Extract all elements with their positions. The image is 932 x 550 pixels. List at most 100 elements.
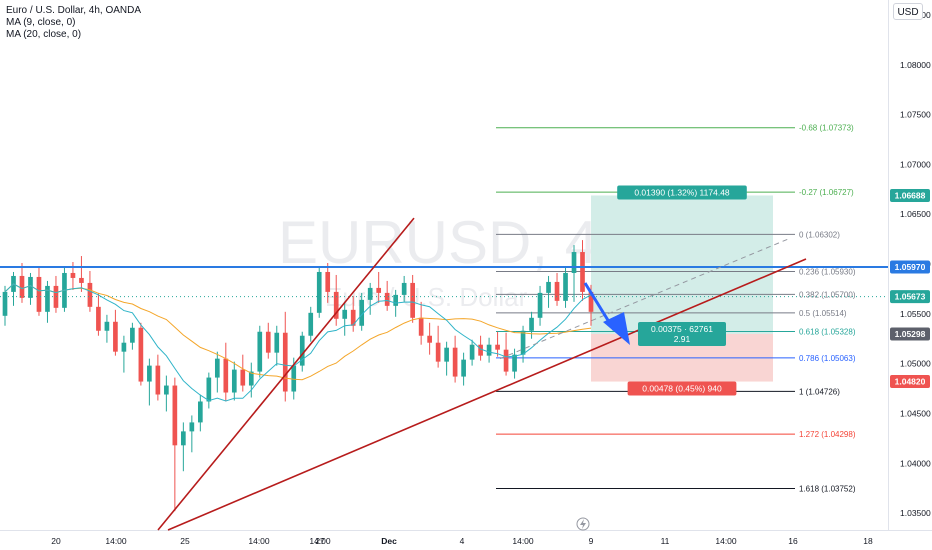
candle-body[interactable]	[461, 359, 466, 377]
price-badge-bg	[890, 188, 930, 202]
candle-body[interactable]	[308, 312, 314, 336]
candle-body[interactable]	[130, 327, 135, 343]
candle-body[interactable]	[350, 309, 356, 326]
candle-body[interactable]	[520, 330, 526, 355]
candle-body[interactable]	[563, 272, 568, 301]
fib-level-label: 0.5 (1.05514)	[799, 309, 847, 318]
candle-body[interactable]	[393, 294, 399, 306]
candle-body[interactable]	[316, 271, 322, 313]
candle-body[interactable]	[231, 369, 237, 393]
candle-body[interactable]	[325, 271, 331, 292]
candle-body[interactable]	[418, 317, 424, 336]
time-tick-label: 14:00	[309, 536, 331, 546]
candle-body[interactable]	[503, 349, 509, 372]
fib-level-label: 1 (1.04726)	[799, 387, 840, 396]
candle-body[interactable]	[401, 282, 407, 295]
candle-body[interactable]	[19, 275, 25, 298]
stop-label-text: 0.00478 (0.45%) 940	[642, 384, 722, 394]
candle-body[interactable]	[282, 332, 288, 392]
ma20-line[interactable]	[4, 283, 592, 381]
candle-body[interactable]	[121, 342, 127, 352]
stop-label[interactable]: 0.00478 (0.45%) 940	[627, 381, 737, 396]
candle-body[interactable]	[36, 276, 42, 312]
candle-body[interactable]	[96, 306, 101, 331]
candle-body[interactable]	[240, 369, 246, 386]
candle-body[interactable]	[342, 309, 348, 319]
candle-body[interactable]	[79, 277, 84, 283]
candle-body[interactable]	[206, 377, 212, 402]
trendline-projection[interactable]	[499, 238, 789, 360]
forecast-arrow-head[interactable]	[603, 312, 630, 345]
candle-body[interactable]	[147, 365, 152, 382]
candle-body[interactable]	[2, 291, 8, 316]
candle-body[interactable]	[164, 385, 169, 395]
price-tick-label: 1.07500	[900, 110, 931, 120]
lightning-icon[interactable]	[576, 517, 590, 531]
price-badge-text: 1.04820	[895, 377, 926, 387]
target-label[interactable]: 0.01390 (1.32%) 1174.48	[617, 185, 747, 200]
candle-body[interactable]	[580, 252, 585, 292]
candle-body[interactable]	[197, 401, 203, 423]
ma9-indicator[interactable]: MA (9, close, 0)	[6, 17, 76, 28]
candle-body[interactable]	[546, 281, 551, 293]
candle-body[interactable]	[333, 291, 339, 319]
candle-body[interactable]	[45, 285, 50, 312]
candle-body[interactable]	[274, 332, 280, 353]
candle-body[interactable]	[529, 317, 534, 331]
candle-body[interactable]	[113, 321, 118, 352]
candle-body[interactable]	[427, 335, 432, 343]
candle-body[interactable]	[444, 347, 449, 362]
candle-body[interactable]	[376, 287, 382, 293]
candle-body[interactable]	[495, 344, 500, 350]
candle-body[interactable]	[571, 252, 577, 273]
time-tick-label: 18	[863, 536, 873, 546]
candle-body[interactable]	[248, 371, 254, 386]
candle-body[interactable]	[478, 344, 483, 356]
fib-level-label: 0.618 (1.05328)	[799, 327, 856, 336]
candle-body[interactable]	[257, 331, 263, 372]
candle-body[interactable]	[53, 285, 59, 308]
fib-level-label: -0.68 (1.07373)	[799, 124, 854, 133]
candle-body[interactable]	[155, 365, 161, 395]
time-tick-label: 14:00	[512, 536, 534, 546]
candle-body[interactable]	[87, 282, 93, 307]
candle-body[interactable]	[486, 344, 492, 356]
candle-body[interactable]	[554, 281, 560, 301]
symbol-title[interactable]: Euro / U.S. Dollar, 4h, OANDA	[6, 5, 142, 16]
currency-button[interactable]: USD	[893, 3, 923, 20]
candle-body[interactable]	[299, 335, 305, 366]
candle-body[interactable]	[138, 327, 144, 382]
candle-body[interactable]	[223, 358, 229, 393]
candle-body[interactable]	[435, 342, 441, 362]
candle-body[interactable]	[384, 292, 390, 306]
candle-body[interactable]	[291, 365, 297, 392]
candle-body[interactable]	[189, 422, 195, 432]
trendline-main[interactable]	[167, 258, 807, 531]
candle-body[interactable]	[367, 287, 373, 300]
trendline-steep[interactable]	[157, 217, 415, 531]
candle-body[interactable]	[28, 276, 33, 298]
time-tick-label: 20	[51, 536, 61, 546]
price-tick-label: 1.06500	[900, 209, 931, 219]
candle-body[interactable]	[172, 385, 178, 446]
candle-body[interactable]	[359, 299, 365, 326]
time-tick-label: 14:00	[715, 536, 737, 546]
candle-body[interactable]	[70, 272, 76, 278]
candle-body[interactable]	[537, 292, 543, 318]
candle-body[interactable]	[265, 331, 271, 353]
candle-body[interactable]	[512, 354, 517, 372]
ma20-indicator[interactable]: MA (20, close, 0)	[6, 29, 82, 40]
ma9-line[interactable]	[4, 283, 592, 402]
candle-body[interactable]	[410, 282, 415, 318]
candle-body[interactable]	[588, 291, 594, 312]
time-tick-label: 14:00	[248, 536, 270, 546]
candle-body[interactable]	[452, 347, 458, 377]
watermark-symbol: EURUSD, 4h	[278, 209, 631, 276]
candle-body[interactable]	[104, 321, 110, 331]
candle-body[interactable]	[214, 358, 220, 378]
candle-body[interactable]	[181, 431, 186, 446]
candle-body[interactable]	[469, 344, 475, 360]
